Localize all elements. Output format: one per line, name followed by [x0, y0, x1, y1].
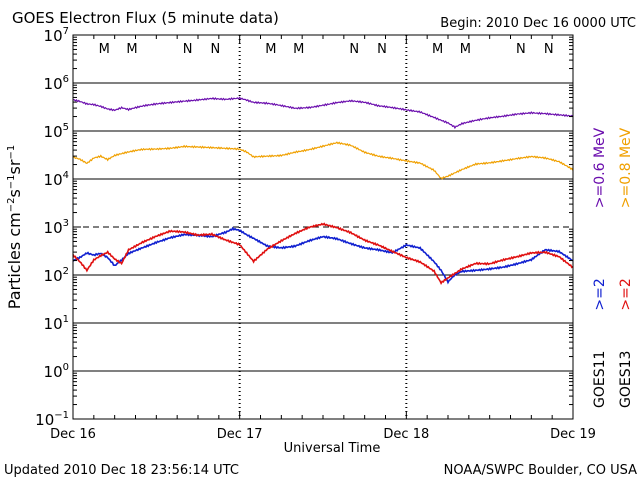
x-tick-label: Dec 16 — [50, 427, 96, 442]
series-line-goes13-0-8-mev — [72, 96, 574, 130]
legend-goes11-ge2: >=2 — [592, 278, 608, 310]
y-tick-label: 102 — [44, 266, 69, 285]
updated-timestamp: Updated 2010 Dec 18 23:56:14 UTC — [4, 463, 239, 478]
event-marker: N — [349, 42, 359, 57]
event-marker: N — [183, 42, 193, 57]
y-tick-label: 107 — [44, 26, 69, 45]
y-tick-label: 106 — [44, 74, 69, 93]
event-marker: M — [293, 42, 304, 57]
event-marker: N — [544, 42, 554, 57]
event-marker: M — [99, 42, 110, 57]
credit-label: NOAA/SWPC Boulder, CO USA — [444, 463, 637, 478]
y-axis-label: Particles cm−2s−1sr−1 — [5, 145, 24, 309]
event-marker: M — [460, 42, 471, 57]
legend-goes13: GOES13 >=2 >=0.8 MeV — [618, 127, 634, 408]
y-tick-label: 105 — [44, 122, 69, 141]
legend-goes13-ge2: >=2 — [618, 278, 634, 310]
event-marker: M — [432, 42, 443, 57]
legend-goes11: GOES11 >=2 >=0.6 MeV — [592, 127, 608, 408]
legend-goes13-text: GOES13 >=2 >=0.8 MeV — [618, 127, 634, 408]
y-tick-label: 100 — [44, 362, 69, 381]
x-tick-label: Dec 19 — [550, 427, 596, 442]
y-tick-label: 10−1 — [35, 410, 69, 429]
legend-goes11-text: GOES11 >=2 >=0.6 MeV — [592, 127, 608, 408]
y-ticks: 107 106 105 104 103 102 101 100 10−1 — [35, 26, 573, 429]
y-tick-label: 103 — [44, 218, 69, 237]
series-layer — [72, 96, 574, 286]
series-line-goes11-2-mev — [72, 226, 574, 285]
x-ticks: Dec 16 Dec 17 Dec 18 Dec 19 — [50, 35, 596, 442]
day-dividers — [238, 35, 408, 419]
x-tick-label: Dec 17 — [217, 427, 263, 442]
legend-goes13-sat: GOES13 — [618, 351, 634, 408]
event-marker: M — [265, 42, 276, 57]
right-legend: GOES11 >=2 >=0.6 MeV GOES13 >=2 >=0.8 MeV — [592, 127, 634, 408]
legend-goes13-ge08: >=0.8 MeV — [618, 127, 634, 208]
legend-goes11-ge06: >=0.6 MeV — [592, 127, 608, 208]
x-tick-label: Dec 18 — [383, 427, 429, 442]
event-marker: N — [377, 42, 387, 57]
event-marker: N — [210, 42, 220, 57]
chart-title: GOES Electron Flux (5 minute data) — [12, 9, 279, 27]
legend-goes11-sat: GOES11 — [592, 351, 608, 408]
gridlines — [73, 82, 573, 372]
y-tick-label: 104 — [44, 170, 69, 189]
begin-label: Begin: 2010 Dec 16 0000 UTC — [440, 16, 636, 31]
event-marker: N — [516, 42, 526, 57]
series-line-goes11-0-6-mev — [72, 141, 574, 180]
x-axis-label: Universal Time — [284, 441, 381, 456]
event-marker: M — [126, 42, 137, 57]
series-line-goes13-2-mev — [72, 222, 574, 286]
y-tick-label: 101 — [44, 314, 69, 333]
